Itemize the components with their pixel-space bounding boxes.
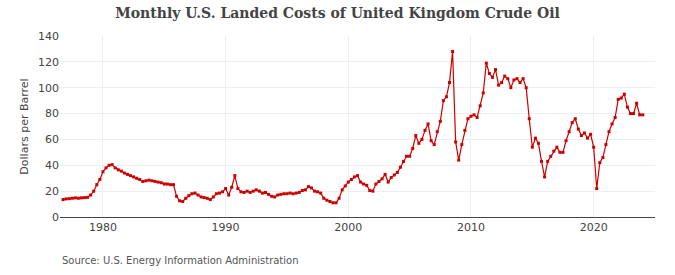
svg-text:1990: 1990 bbox=[212, 221, 240, 234]
svg-text:120: 120 bbox=[38, 56, 59, 69]
svg-text:Source: U.S. Energy Informatio: Source: U.S. Energy Information Administ… bbox=[62, 255, 299, 266]
svg-text:60: 60 bbox=[45, 133, 59, 146]
svg-text:1980: 1980 bbox=[89, 221, 117, 234]
svg-text:80: 80 bbox=[45, 107, 59, 120]
svg-text:2010: 2010 bbox=[457, 221, 485, 234]
svg-text:20: 20 bbox=[45, 185, 59, 198]
svg-text:140: 140 bbox=[38, 30, 59, 43]
svg-text:2000: 2000 bbox=[334, 221, 362, 234]
svg-text:Monthly U.S. Landed Costs of U: Monthly U.S. Landed Costs of United King… bbox=[115, 5, 560, 21]
svg-text:40: 40 bbox=[45, 159, 59, 172]
svg-text:100: 100 bbox=[38, 82, 59, 95]
svg-text:2020: 2020 bbox=[580, 221, 608, 234]
svg-text:0: 0 bbox=[52, 211, 59, 224]
svg-text:Dollars per Barrel: Dollars per Barrel bbox=[18, 78, 31, 174]
